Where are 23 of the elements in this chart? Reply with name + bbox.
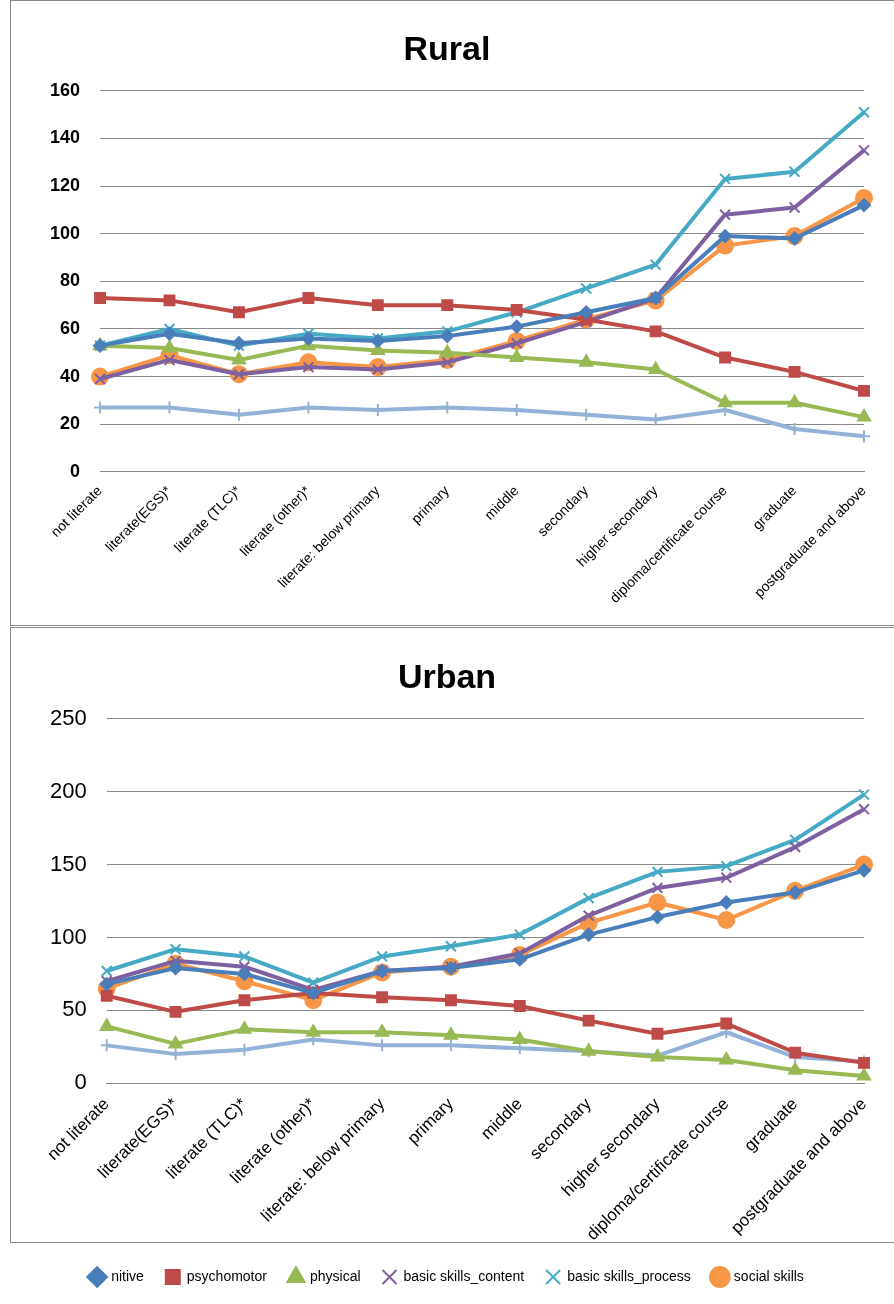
y-tick-label: 0 [70,460,81,481]
legend-label: psychomotor [186,1267,268,1284]
chart-title: Urban [397,656,497,695]
y-tick-label: 160 [49,79,81,100]
chart-title: Rural [403,28,491,67]
legend-label: basic skills_process [567,1267,691,1284]
y-tick-label: 20 [60,413,81,434]
y-tick-label: 80 [60,270,81,291]
legend-label: nitive [111,1267,145,1284]
y-tick-label: 60 [60,317,81,338]
y-tick-label: 100 [49,923,87,949]
y-tick-label: 200 [49,777,87,803]
y-tick-label: 150 [49,850,87,876]
legend-label: social skills [733,1267,804,1284]
y-tick-label: 0 [74,1069,87,1095]
y-tick-label: 100 [49,222,81,243]
y-tick-label: 140 [49,127,81,148]
legend-label: physical [309,1267,361,1284]
y-tick-label: 40 [60,365,81,386]
y-tick-label: 120 [49,175,81,196]
legend-label: basic skills_content [403,1267,525,1284]
y-tick-label: 250 [49,704,87,730]
y-tick-label: 50 [62,996,87,1022]
